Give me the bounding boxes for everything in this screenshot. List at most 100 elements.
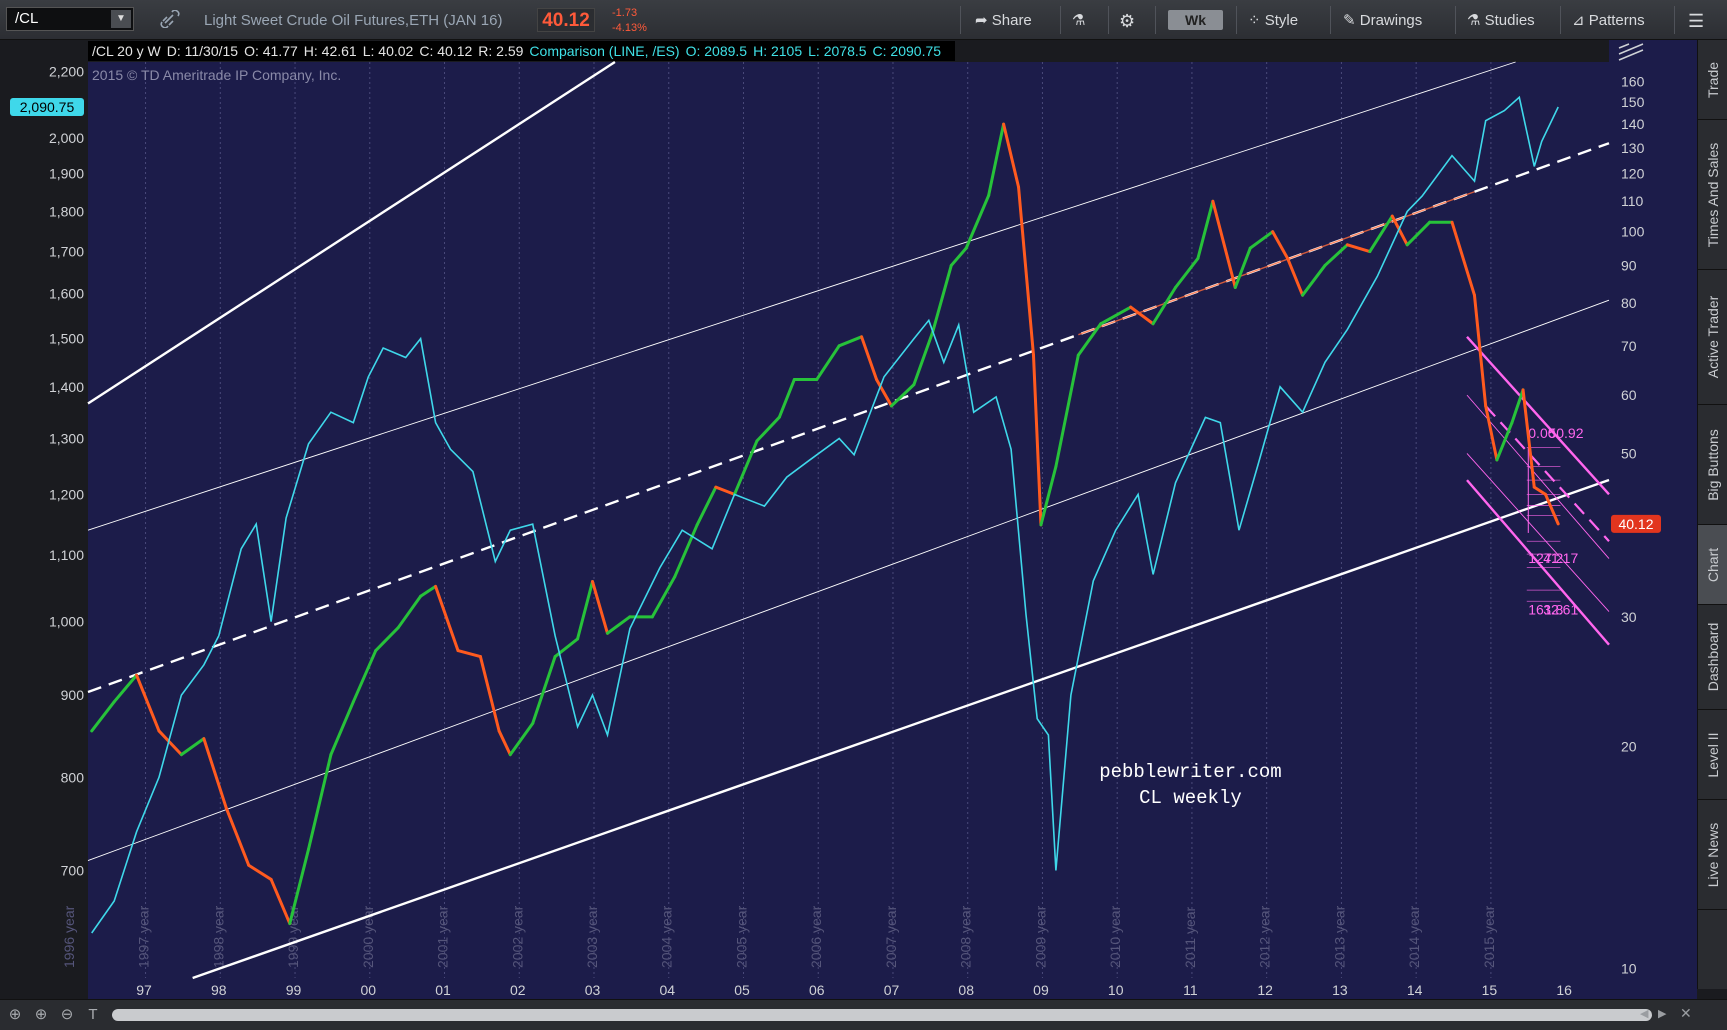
right-tick-label: 120 xyxy=(1621,165,1645,181)
right-tick-label: 160 xyxy=(1621,73,1645,89)
crude-oil-segment xyxy=(1017,185,1035,357)
crosshair-icon[interactable]: ⊕ xyxy=(8,1006,22,1023)
cl-last-value-tag xyxy=(1611,514,1661,533)
tab-level-ii[interactable]: Level II xyxy=(1698,710,1727,800)
gear-icon[interactable]: ⚙ xyxy=(1119,11,1136,31)
tab-trade[interactable]: Trade xyxy=(1698,40,1727,120)
studies-button[interactable]: ⚗ Studies xyxy=(1467,0,1535,40)
tab-live-news[interactable]: Live News xyxy=(1698,800,1727,910)
left-tick-label: 2,000 xyxy=(49,130,84,146)
es-last-value-tag xyxy=(10,97,84,116)
crude-oil-segment xyxy=(605,615,632,635)
year-marker-label: 2004 year xyxy=(659,905,675,968)
year-marker-label: 2015 year xyxy=(1481,905,1497,968)
patterns-button[interactable]: ⊿ Patterns xyxy=(1572,0,1645,40)
x-tick-label: 06 xyxy=(809,982,825,998)
crude-oil-segment xyxy=(508,721,535,757)
year-marker-label: 1998 year xyxy=(210,905,226,968)
period-button[interactable]: Wk xyxy=(1168,10,1223,30)
open-value: O: 41.77 xyxy=(244,43,298,59)
crude-oil-segment xyxy=(1495,421,1514,462)
left-tick-label: 1,700 xyxy=(49,243,84,259)
left-tick-label: 1,400 xyxy=(49,379,84,395)
symbol-selector[interactable]: /CL ▼ xyxy=(6,7,134,31)
left-tick-label: 800 xyxy=(61,769,85,785)
channel-line xyxy=(192,478,1610,980)
collapse-icon[interactable]: ✕ xyxy=(1680,1005,1692,1021)
zoom-out-icon[interactable]: ⊖ xyxy=(60,1006,74,1023)
style-icon: ⁘ xyxy=(1248,12,1265,29)
zoom-in-icon[interactable]: ⊕ xyxy=(34,1006,48,1023)
toolbar-divider xyxy=(1060,6,1061,34)
es-comparison-line xyxy=(91,95,1559,934)
crude-oil-segment xyxy=(247,863,273,881)
price-change: -1.73 xyxy=(612,7,638,19)
year-marker-label: 2007 year xyxy=(883,905,899,968)
text-tool-icon[interactable]: T xyxy=(88,1006,98,1023)
tab-chart[interactable]: Chart xyxy=(1698,525,1727,605)
tab-active-trader[interactable]: Active Trader xyxy=(1698,270,1727,405)
high-value: H: 42.61 xyxy=(303,43,357,59)
comparison-open: O: 2089.5 xyxy=(685,43,748,59)
year-marker-label: 2013 year xyxy=(1331,905,1347,968)
fib-channel-line xyxy=(1466,453,1610,612)
crude-oil-segment xyxy=(1151,286,1177,326)
crude-oil-segment xyxy=(860,335,879,382)
horizontal-scrollbar[interactable] xyxy=(112,1009,1652,1021)
right-tick-label: 30 xyxy=(1621,609,1637,625)
crude-oil-segment xyxy=(135,673,161,733)
x-tick-label: 13 xyxy=(1332,982,1348,998)
flask-icon[interactable]: ⚗ xyxy=(1072,12,1086,29)
patterns-icon: ⊿ xyxy=(1572,12,1589,29)
left-tick-label: 1,900 xyxy=(49,166,84,182)
low-value: L: 40.02 xyxy=(362,43,414,59)
tab-dashboard[interactable]: Dashboard xyxy=(1698,605,1727,710)
crude-oil-segment xyxy=(288,847,310,926)
crude-oil-segment xyxy=(1532,485,1547,496)
crude-oil-segment xyxy=(329,700,355,757)
crude-oil-segment xyxy=(777,378,796,419)
tab-big-buttons[interactable]: Big Buttons xyxy=(1698,405,1727,525)
comparison-low: L: 2078.5 xyxy=(808,43,867,59)
year-marker-label: 2005 year xyxy=(733,905,749,968)
x-tick-label: 15 xyxy=(1482,982,1498,998)
menu-icon[interactable]: ☰ xyxy=(1688,11,1705,31)
chart-area[interactable]: 1996 year 1997 year 1998 year 1999 year 2000… xyxy=(0,40,1697,999)
flask-icon: ⚗ xyxy=(1467,12,1485,29)
scroll-left-icon[interactable]: ◀ xyxy=(1640,1008,1649,1020)
crude-oil-segment xyxy=(396,594,423,630)
crude-oil-segment xyxy=(673,523,699,579)
crude-oil-segment xyxy=(531,655,557,725)
crude-oil-segment xyxy=(1173,256,1200,290)
tab-big-buttons-label: Big Buttons xyxy=(1705,428,1721,501)
link-icon[interactable] xyxy=(160,9,180,32)
price-change-percent: -4.13% xyxy=(612,22,647,34)
comparison-high: H: 2105 xyxy=(753,43,803,59)
share-button[interactable]: ➦ Share xyxy=(975,0,1032,40)
crude-oil-segment xyxy=(1129,305,1155,326)
x-tick-label: 05 xyxy=(734,982,750,998)
drawings-button[interactable]: ✎ Drawings xyxy=(1343,0,1422,40)
log-scale-icon xyxy=(1618,43,1644,61)
tab-trade-label: Trade xyxy=(1705,61,1721,98)
year-marker-label: 2003 year xyxy=(584,905,600,968)
scroll-right-icon[interactable]: ▶ xyxy=(1658,1008,1667,1020)
symbol-period: /CL 20 y W xyxy=(92,43,161,59)
toolbar-divider xyxy=(1455,6,1456,34)
crude-oil-segment xyxy=(755,415,781,443)
left-tick-label: 1,100 xyxy=(49,547,84,563)
right-tick-label: 140 xyxy=(1621,116,1645,132)
right-tick-label: 20 xyxy=(1621,739,1637,755)
crude-oil-segment xyxy=(837,335,864,348)
copyright-text: 2015 © TD Ameritrade IP Company, Inc. xyxy=(92,67,341,83)
channel-line xyxy=(87,60,616,405)
tab-times-and-sales[interactable]: Times And Sales xyxy=(1698,120,1727,270)
right-tick-label: 130 xyxy=(1621,140,1645,156)
chevron-down-icon[interactable]: ▼ xyxy=(111,10,131,28)
pencil-icon: ✎ xyxy=(1343,12,1360,29)
year-marker-label: 1997 year xyxy=(136,905,152,968)
style-button[interactable]: ⁘ Style xyxy=(1248,0,1298,40)
year-marker-label: 1996 year xyxy=(61,905,77,968)
fib-channel-line xyxy=(1466,336,1610,496)
crude-oil-segment xyxy=(1323,243,1349,267)
